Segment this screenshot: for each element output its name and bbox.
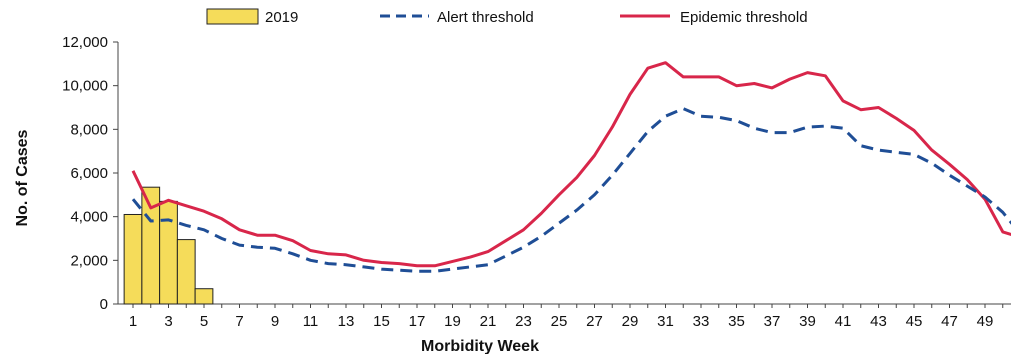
epidemic-threshold-line	[131, 61, 1011, 268]
x-tick-label: 37	[764, 313, 781, 330]
alert-threshold-line	[131, 107, 1011, 273]
x-tick-label: 5	[200, 313, 208, 330]
x-tick-label: 17	[409, 313, 426, 330]
x-tick-label: 25	[551, 313, 568, 330]
x-tick-label: 31	[657, 313, 674, 330]
y-tick-label: 6,000	[70, 165, 108, 182]
x-tick-label: 19	[444, 313, 461, 330]
x-tick-label: 23	[515, 313, 532, 330]
x-tick-label: 45	[906, 313, 923, 330]
bar-2019-week-3	[159, 200, 178, 305]
bar-2019-week-4	[176, 239, 196, 305]
x-axis-title: Morbidity Week	[421, 338, 539, 354]
x-tick-label: 29	[622, 313, 639, 330]
x-tick-label: 9	[271, 313, 279, 330]
legend-label-alert: Alert threshold	[437, 9, 534, 26]
x-tick-label: 3	[164, 313, 172, 330]
legend: 2019 Alert threshold Epidemic threshold	[206, 8, 808, 26]
bar-2019-week-5	[194, 288, 214, 305]
x-tick-label: 47	[941, 313, 958, 330]
x-tick-label: 33	[693, 313, 710, 330]
x-tick-label: 13	[338, 313, 355, 330]
legend-label-2019: 2019	[265, 9, 298, 26]
legend-label-epidemic: Epidemic threshold	[680, 9, 808, 26]
x-tick-label: 35	[728, 313, 745, 330]
y-tick-label: 0	[100, 296, 108, 313]
x-tick-label: 1	[129, 313, 137, 330]
x-tick-label: 21	[480, 313, 497, 330]
x-tick-label: 43	[870, 313, 887, 330]
y-tick-label: 8,000	[70, 121, 108, 138]
x-tick-label: 11	[303, 313, 319, 330]
y-tick-label: 2,000	[70, 252, 108, 269]
y-tick-label: 12,000	[62, 34, 108, 51]
y-tick-label: 4,000	[70, 209, 108, 226]
x-tick-label: 27	[586, 313, 603, 330]
x-tick-label: 7	[235, 313, 243, 330]
x-tick-label: 39	[799, 313, 816, 330]
x-tick-label: 49	[977, 313, 994, 330]
y-tick-label: 10,000	[62, 78, 108, 95]
bar-2019-week-1	[123, 213, 143, 305]
x-tick-label: 15	[373, 313, 390, 330]
y-axis-title: No. of Cases	[14, 129, 31, 226]
x-tick-label: 41	[835, 313, 852, 330]
legend-swatch-2019	[206, 8, 259, 25]
